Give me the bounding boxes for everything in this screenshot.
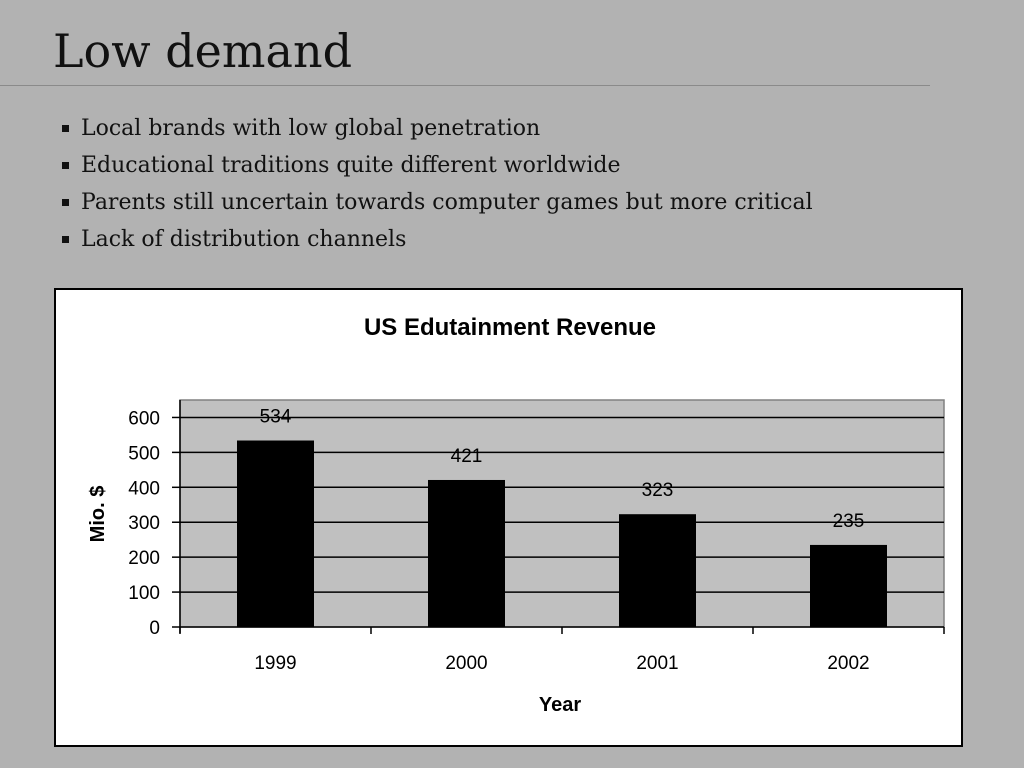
data-label: 235 — [833, 511, 865, 532]
bar-chart: US Edutainment Revenue Year Mio. $ 0 100 2… — [87, 314, 945, 716]
bullet-item: Educational traditions quite different w… — [62, 147, 813, 184]
chart-container: US Edutainment Revenue Year Mio. $ 0 100 2… — [54, 288, 963, 747]
bar-2000 — [428, 479, 505, 627]
slide-title: Low demand — [53, 24, 353, 78]
x-tick-label: 1999 — [254, 653, 296, 674]
y-tick-label: 100 — [128, 583, 160, 604]
bullet-item: Parents still uncertain towards computer… — [62, 184, 813, 221]
x-tick-label: 2002 — [827, 653, 869, 674]
y-tick-label: 600 — [128, 408, 160, 429]
x-axis-label: Year — [539, 694, 581, 716]
y-tick-label: 300 — [128, 513, 160, 534]
bar-2002 — [810, 544, 887, 627]
x-tick-label: 2000 — [445, 653, 487, 674]
bullet-item: Local brands with low global penetration — [62, 110, 813, 147]
y-axis-label: Mio. $ — [87, 486, 109, 543]
bullet-square-icon — [62, 162, 69, 169]
data-label: 421 — [451, 446, 483, 467]
bullet-square-icon — [62, 236, 69, 243]
y-tick-label: 200 — [128, 548, 160, 569]
bullet-item: Lack of distribution channels — [62, 221, 813, 258]
bullet-list: Local brands with low global penetration… — [62, 110, 813, 258]
bullet-text: Educational traditions quite different w… — [81, 152, 621, 178]
chart-title: US Edutainment Revenue — [364, 314, 656, 341]
bar-2001 — [619, 514, 696, 627]
bullet-text: Lack of distribution channels — [81, 226, 407, 252]
y-tick-label: 500 — [128, 443, 160, 464]
title-divider — [0, 85, 930, 86]
y-tick-label: 400 — [128, 478, 160, 499]
bar-1999 — [237, 440, 314, 627]
data-label: 534 — [260, 407, 292, 428]
bullet-square-icon — [62, 125, 69, 132]
bullet-text: Parents still uncertain towards computer… — [81, 189, 813, 215]
bullet-square-icon — [62, 199, 69, 206]
data-label: 323 — [642, 480, 674, 501]
bullet-text: Local brands with low global penetration — [81, 115, 541, 141]
x-tick-label: 2001 — [636, 653, 678, 674]
y-tick-label: 0 — [149, 618, 160, 639]
